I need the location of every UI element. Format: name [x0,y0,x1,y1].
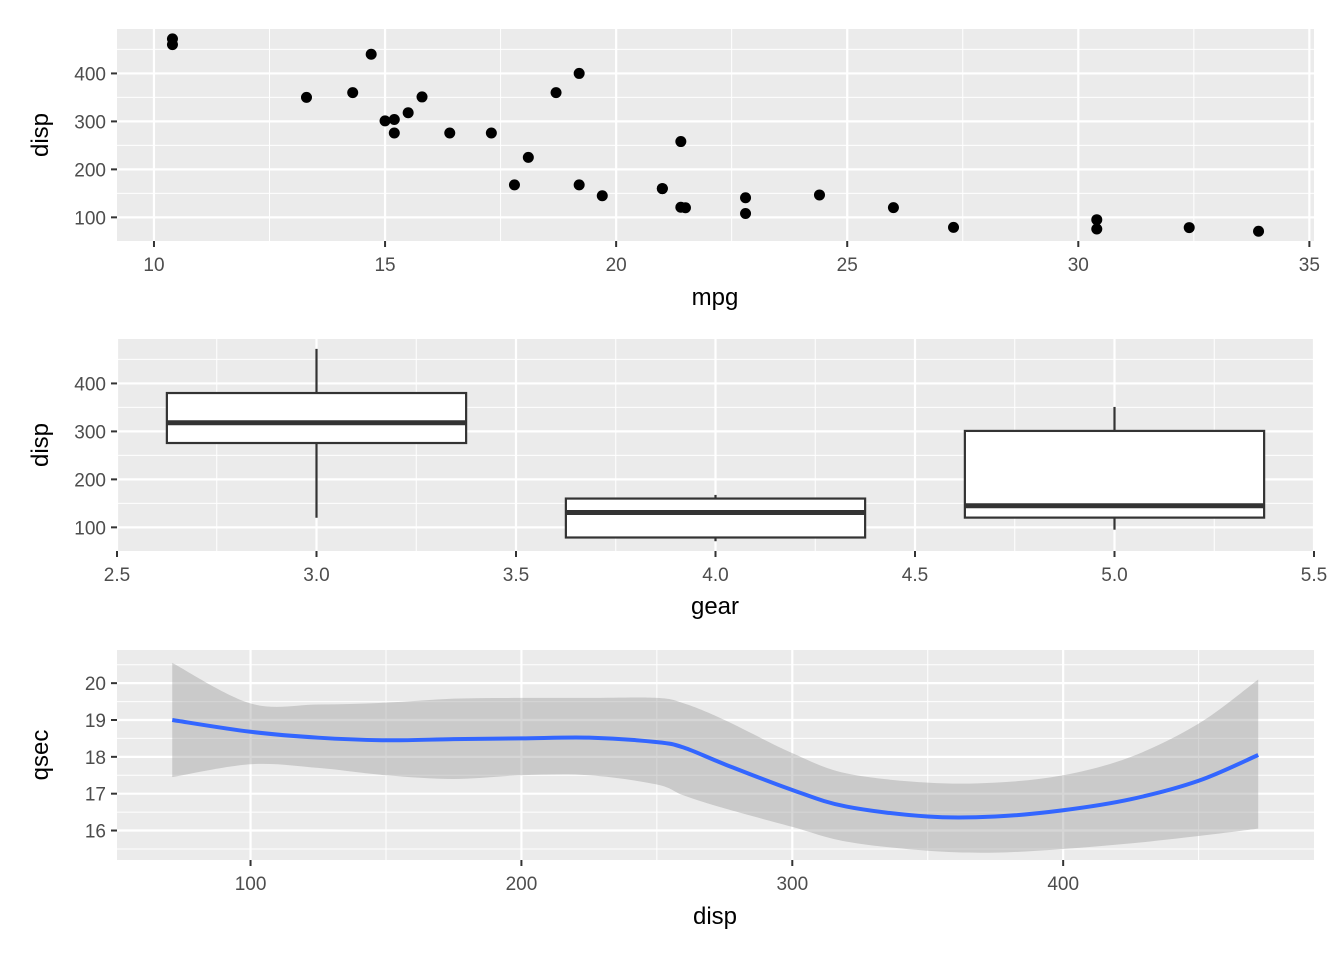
x-tick-label: 4.0 [702,565,728,586]
data-point [573,67,585,79]
plot-background [117,650,1314,860]
data-point [485,127,497,139]
axes: 10 15 20 25 30 35 100 200 300 400 [74,64,1320,276]
x-tick-label: 400 [1047,874,1079,895]
x-axis-title: gear [691,593,739,620]
y-tick-label: 20 [85,674,106,695]
axes: 2.5 3.0 3.5 4.0 4.5 5.0 5.5 100 200 300 400 [74,374,1327,586]
data-point [300,91,312,103]
y-tick-label: 17 [85,785,106,806]
y-tick-label: 200 [74,470,106,491]
box-iqr [963,429,1266,519]
data-point [347,87,359,99]
boxes [165,348,1266,542]
x-axis-title: disp [693,903,737,930]
x-tick-label: 100 [235,874,267,895]
x-tick-label: 25 [837,255,858,276]
x-tick-label: 35 [1299,255,1320,276]
x-tick-label: 10 [143,255,164,276]
data-point [740,208,752,220]
data-point [573,179,585,191]
box-iqr [564,497,867,539]
x-tick-label: 15 [374,255,395,276]
y-axis-title: qsec [27,730,54,781]
data-point [402,107,414,119]
box-iqr [165,391,468,445]
data-point [365,48,377,60]
x-tick-label: 3.5 [503,565,529,586]
data-point [166,39,178,51]
smooth-layer [171,662,1259,853]
x-tick-label: 200 [506,874,538,895]
gridlines [117,29,1314,241]
y-axis-title: disp [27,113,54,157]
data-point [887,202,899,214]
y-tick-label: 19 [85,711,106,732]
smooth-line [171,718,1259,820]
data-point [550,87,562,99]
y-axis-title: disp [27,423,54,467]
data-point [675,136,687,148]
data-point [1091,223,1103,235]
data-point [675,201,687,213]
y-tick-label: 18 [85,748,106,769]
data-point [813,189,825,201]
data-point [948,221,960,233]
data-point [388,113,400,125]
data-point [508,179,520,191]
gridlines [117,650,1314,860]
y-tick-label: 100 [74,518,106,539]
data-point [740,192,752,204]
data-point [379,115,391,127]
data-point [444,127,456,139]
data-point [416,91,428,103]
data-point [1183,222,1195,234]
confidence-band [172,662,1259,853]
x-tick-label: 30 [1068,255,1089,276]
x-tick-label: 3.0 [303,565,329,586]
plot-background [117,29,1314,241]
x-tick-label: 20 [606,255,627,276]
x-tick-label: 5.5 [1301,565,1327,586]
boxplot-panel-gear-disp: 2.5 3.0 3.5 4.0 4.5 5.0 5.5 100 200 300 400 gear d… [27,339,1327,620]
smooth-panel-disp-qsec: 100 200 300 400 16 17 18 19 20 disp qsec [27,650,1314,930]
data-point [596,190,608,202]
x-tick-label: 300 [776,874,808,895]
data-point [388,127,400,139]
x-tick-label: 4.5 [902,565,928,586]
x-axis-title: mpg [692,284,739,311]
data-point [1253,225,1265,237]
y-tick-label: 400 [74,374,106,395]
data-point [656,183,668,195]
data-points [166,33,1265,237]
x-tick-label: 5.0 [1101,565,1127,586]
y-tick-label: 100 [74,208,106,229]
y-tick-label: 400 [74,64,106,85]
y-tick-label: 200 [74,160,106,181]
y-tick-label: 300 [74,422,106,443]
data-point [522,151,534,163]
scatter-panel-mpg-disp: 10 15 20 25 30 35 100 200 300 400 mpg disp [27,29,1320,311]
y-tick-label: 300 [74,112,106,133]
x-tick-label: 2.5 [104,565,130,586]
y-tick-label: 16 [85,822,106,843]
axes: 100 200 300 400 16 17 18 19 20 [85,674,1079,895]
data-point [1091,214,1103,226]
